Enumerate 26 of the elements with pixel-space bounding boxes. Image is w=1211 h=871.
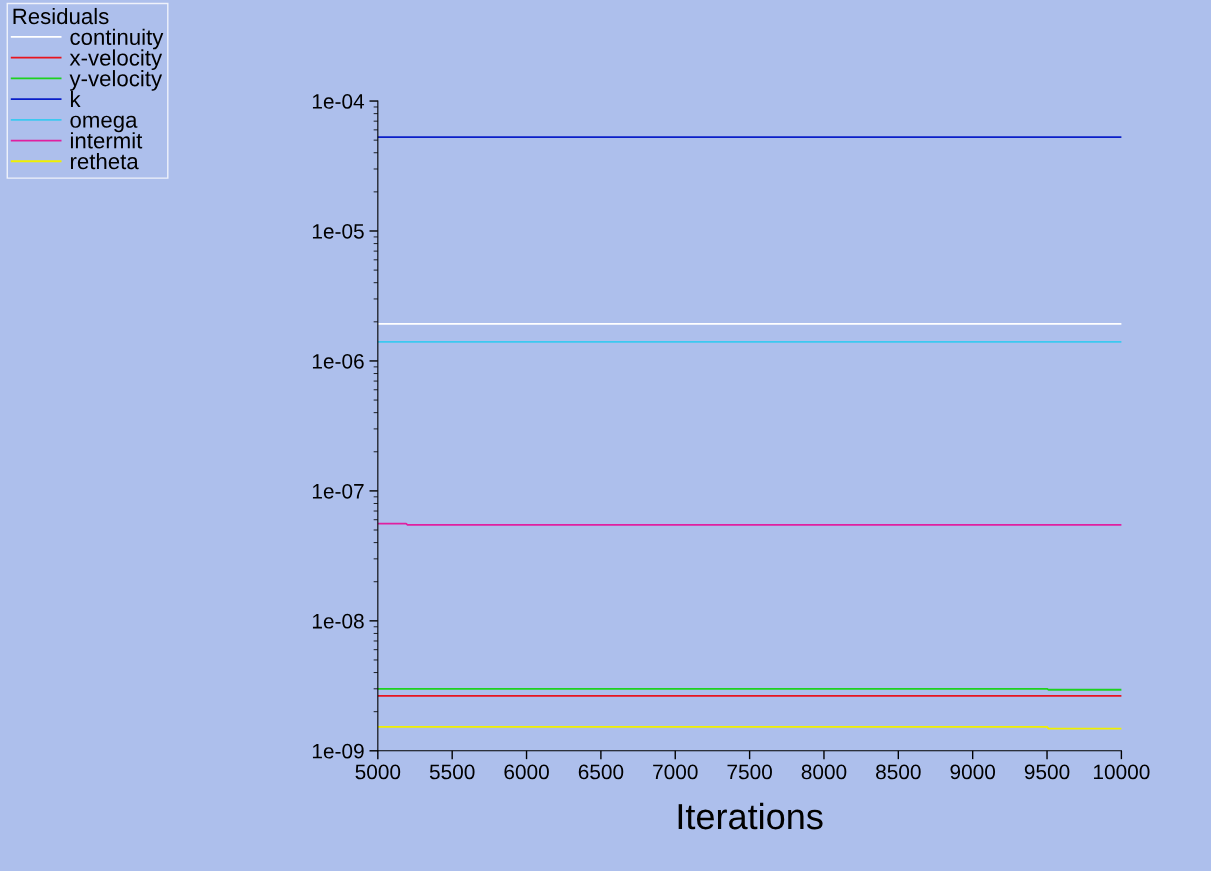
x-tick-label: 5000 (355, 764, 401, 780)
legend-label: retheta (70, 152, 139, 170)
legend-label: omega (70, 115, 138, 133)
x-tick-label: 7000 (653, 764, 698, 780)
x-tick-label: 10000 (1094, 764, 1150, 780)
x-tick-label: 7500 (727, 764, 772, 780)
legend-title: Residuals (13, 7, 109, 25)
x-tick-label: 6000 (504, 764, 549, 780)
legend-label: k (70, 90, 81, 107)
x-tick-label: 8500 (876, 764, 921, 780)
y-tick-label: 1e-08 (312, 613, 364, 629)
legend-label: y-velocity (69, 70, 163, 91)
y-tick-label: 1e-09 (312, 743, 364, 759)
y-tick-label: 1e-07 (312, 483, 364, 499)
legend-label: intermit (70, 132, 143, 149)
legend-label: continuity (70, 28, 164, 50)
x-axis-title: Iterations (678, 802, 823, 830)
x-tick-label: 8000 (801, 764, 847, 780)
x-tick-label: 5500 (429, 764, 475, 780)
legend-label: x-velocity (69, 49, 163, 71)
y-tick-label: 1e-04 (312, 94, 365, 109)
x-tick-label: 9500 (1024, 764, 1070, 780)
y-tick-label: 1e-05 (312, 223, 364, 239)
x-tick-label: 6500 (578, 764, 624, 780)
y-tick-label: 1e-06 (312, 353, 364, 369)
x-tick-label: 9000 (950, 764, 996, 780)
